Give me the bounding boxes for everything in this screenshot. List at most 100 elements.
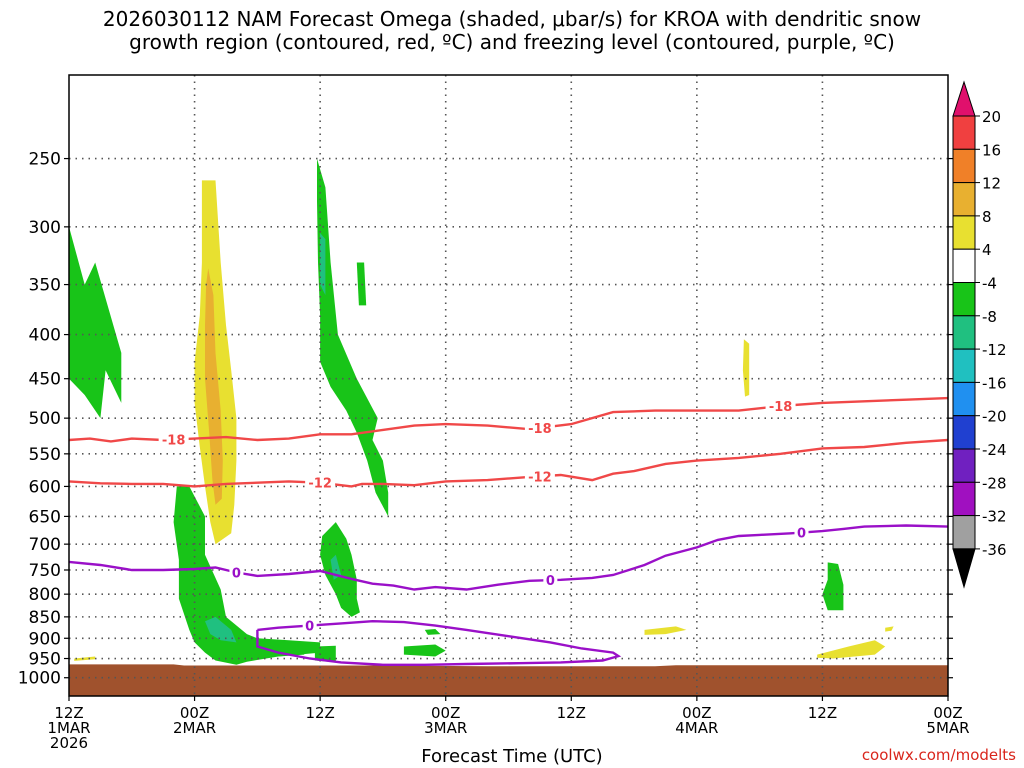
colorbar-bottom-arrow — [952, 548, 976, 589]
contour-label-dgz-minus18-1: -18 — [528, 422, 552, 437]
contour-label-freezing-level-lower-0: 0 — [305, 620, 314, 635]
x-axis-label: Forecast Time (UTC) — [421, 746, 603, 767]
omega-region-8 — [403, 644, 446, 657]
x-tick-label-84-1: 00Z — [933, 704, 962, 722]
colorbar-label-4: 4 — [982, 241, 992, 259]
omega-region-1 — [173, 486, 321, 665]
omega-region-17 — [817, 640, 886, 659]
omega-region-10 — [205, 616, 237, 643]
colorbar-label-3: 8 — [982, 208, 992, 226]
omega-region-19 — [74, 656, 96, 661]
colorbar-box-1 — [952, 115, 976, 150]
contour-label-bg-dgz-minus12-1 — [524, 468, 555, 485]
colorbar-box-10 — [952, 415, 976, 450]
y-tick-label-700: 700 — [29, 535, 61, 555]
colorbar-box-3 — [952, 182, 976, 217]
contour-label-bg-dgz-minus18-2 — [765, 397, 796, 414]
colorbar-box-8 — [952, 348, 976, 383]
x-tick-label-36-1: 00Z — [431, 704, 460, 722]
y-tick-label-300: 300 — [29, 218, 61, 238]
x-tick-label-12-1: 00Z — [180, 704, 209, 722]
x-tick-label-60-2: 4MAR — [675, 719, 718, 737]
omega-region-18 — [885, 626, 894, 632]
omega-region-7 — [314, 645, 336, 663]
contour-label-freezing-level-0: 0 — [232, 566, 241, 581]
colorbar-box-9 — [952, 381, 976, 417]
colorbar-box-12 — [952, 481, 976, 517]
colorbar-box-7 — [952, 315, 976, 350]
y-tick-label-450: 450 — [29, 370, 61, 390]
contour-label-dgz-minus12-1: -12 — [528, 470, 552, 485]
y-tick-label-650: 650 — [29, 507, 61, 527]
contour-label-freezing-level-1: 0 — [546, 574, 555, 589]
chart-title-line2: growth region (contoured, red, ºC) and f… — [129, 30, 895, 54]
y-tick-label-250: 250 — [29, 150, 61, 170]
colorbar-box-13 — [952, 515, 976, 550]
contour-freezing-level — [69, 524, 948, 591]
colorbar-label-5: -4 — [982, 275, 997, 293]
colorbar-label-6: -8 — [982, 308, 997, 326]
x-tick-label-84-2: 5MAR — [926, 719, 969, 737]
contour-label-bg-dgz-minus18-1 — [524, 419, 555, 436]
colorbar-label-11: -28 — [982, 474, 1007, 492]
y-tick-label-900: 900 — [29, 629, 61, 649]
omega-region-16 — [644, 626, 687, 635]
colorbar-label-2: 12 — [982, 175, 1001, 193]
colorbar-box-6 — [952, 282, 976, 317]
omega-region-14 — [205, 268, 223, 505]
colorbar-label-7: -12 — [982, 341, 1007, 359]
omega-region-2 — [317, 158, 389, 517]
y-tick-label-350: 350 — [29, 276, 61, 296]
colorbar-box-2 — [952, 148, 976, 184]
omega-region-5 — [822, 562, 844, 611]
contour-label-bg-freezing-level-lower-0 — [302, 617, 317, 634]
y-tick-label-800: 800 — [29, 585, 61, 605]
credit-text: coolwx.com/modelts — [861, 746, 1016, 764]
contour-label-dgz-minus12-0: -12 — [308, 477, 332, 492]
y-tick-label-950: 950 — [29, 650, 61, 670]
plot-frame — [68, 74, 949, 697]
omega-region-9 — [424, 629, 441, 635]
colorbar-label-12: -32 — [982, 508, 1007, 526]
contour-label-bg-freezing-level-0 — [229, 564, 244, 581]
colorbar-label-1: 16 — [982, 141, 1001, 159]
chart-title: 2026030112 NAM Forecast Omega (shaded, μ… — [0, 8, 1024, 54]
contour-label-dgz-minus18-0: -18 — [162, 433, 186, 448]
omega-region-4 — [320, 522, 360, 617]
colorbar-label-0: 20 — [982, 108, 1001, 126]
x-tick-label-24-1: 12Z — [305, 704, 334, 722]
x-tick-label-60-1: 00Z — [682, 704, 711, 722]
colorbar-label-10: -24 — [982, 441, 1007, 459]
colorbar-top-arrow — [952, 80, 976, 117]
chart-title-line1: 2026030112 NAM Forecast Omega (shaded, μ… — [102, 7, 922, 31]
x-tick-label-36-2: 3MAR — [424, 719, 467, 737]
colorbar-box-4 — [952, 215, 976, 250]
contour-label-dgz-minus18-2: -18 — [769, 400, 793, 415]
contour-label-bg-dgz-minus18-0 — [158, 431, 189, 448]
contour-label-bg-dgz-minus12-0 — [305, 474, 336, 491]
x-tick-label-0-3: 2026 — [50, 734, 88, 752]
omega-region-0 — [69, 226, 122, 419]
y-tick-label-500: 500 — [29, 409, 61, 429]
y-tick-label-750: 750 — [29, 561, 61, 581]
y-tick-label-550: 550 — [29, 445, 61, 465]
colorbar-label-9: -20 — [982, 408, 1007, 426]
x-tick-label-72-1: 12Z — [808, 704, 837, 722]
colorbar-label-13: -36 — [982, 541, 1007, 559]
omega-region-12 — [320, 233, 326, 296]
contour-label-bg-freezing-level-1 — [543, 572, 558, 589]
x-tick-label-0-1: 12Z — [54, 704, 83, 722]
contour-freezing-level-lower — [256, 619, 622, 666]
contour-label-bg-freezing-level-2 — [794, 524, 809, 541]
contour-dgz-minus12 — [69, 438, 948, 488]
x-tick-label-0-2: 1MAR — [47, 719, 90, 737]
y-tick-label-600: 600 — [29, 477, 61, 497]
contour-label-freezing-level-2: 0 — [797, 527, 806, 542]
colorbar-label-8: -16 — [982, 374, 1007, 392]
ground-shading — [69, 664, 948, 696]
colorbar-box-11 — [952, 448, 976, 483]
y-tick-label-850: 850 — [29, 608, 61, 628]
colorbar-box-5 — [952, 248, 976, 283]
omega-region-15 — [742, 339, 750, 397]
